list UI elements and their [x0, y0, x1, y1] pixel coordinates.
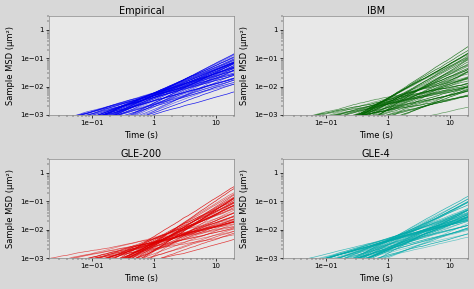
- X-axis label: Time (s): Time (s): [124, 275, 158, 284]
- Title: GLE-4: GLE-4: [361, 149, 390, 159]
- Title: IBM: IBM: [366, 5, 385, 16]
- Title: GLE-200: GLE-200: [121, 149, 162, 159]
- Y-axis label: Sample MSD (μm²): Sample MSD (μm²): [6, 26, 15, 105]
- Y-axis label: Sample MSD (μm²): Sample MSD (μm²): [240, 26, 249, 105]
- X-axis label: Time (s): Time (s): [124, 131, 158, 140]
- X-axis label: Time (s): Time (s): [359, 275, 392, 284]
- Y-axis label: Sample MSD (μm²): Sample MSD (μm²): [6, 169, 15, 248]
- Y-axis label: Sample MSD (μm²): Sample MSD (μm²): [240, 169, 249, 248]
- Title: Empirical: Empirical: [118, 5, 164, 16]
- X-axis label: Time (s): Time (s): [359, 131, 392, 140]
